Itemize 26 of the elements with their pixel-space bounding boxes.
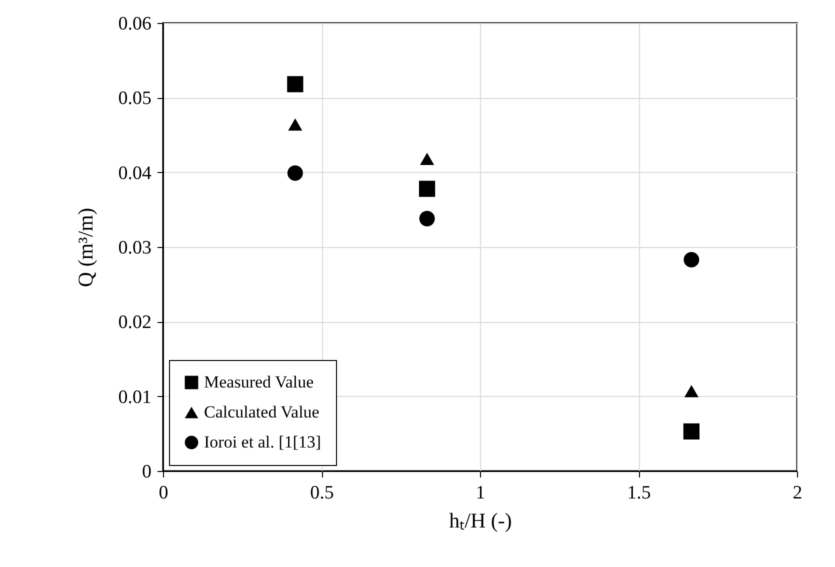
legend-label: Ioroi et al. [1[13] <box>204 432 322 452</box>
legend-label: Calculated Value <box>204 402 320 422</box>
point <box>684 384 699 398</box>
point <box>683 423 700 440</box>
point <box>419 210 435 226</box>
x-tick-label: 2 <box>792 482 802 504</box>
point <box>288 118 302 131</box>
y-tick-label: 0.02 <box>118 312 152 334</box>
x-tick-label: 1 <box>476 482 486 504</box>
y-tick-label: 0.01 <box>118 386 152 408</box>
point <box>419 180 436 197</box>
legend-label: Measured Value <box>204 372 314 392</box>
y-tick-label: 0 <box>142 462 152 482</box>
y-axis-title: Q (m³/m) <box>73 208 98 288</box>
y-tick-label: 0.04 <box>118 162 152 184</box>
x-tick-label: 0.5 <box>310 482 334 504</box>
y-tick-label: 0.03 <box>118 238 152 258</box>
point <box>684 252 700 268</box>
y-tick-label: 0.05 <box>118 88 152 110</box>
y-tick-label: 0.06 <box>118 14 152 34</box>
point <box>420 152 434 166</box>
x-tick-label: 1.5 <box>627 482 651 504</box>
x-axis-title: hₜ/H (-) <box>449 508 512 532</box>
point <box>287 165 303 181</box>
x-tick-label: 0 <box>158 482 168 504</box>
point <box>287 76 304 92</box>
